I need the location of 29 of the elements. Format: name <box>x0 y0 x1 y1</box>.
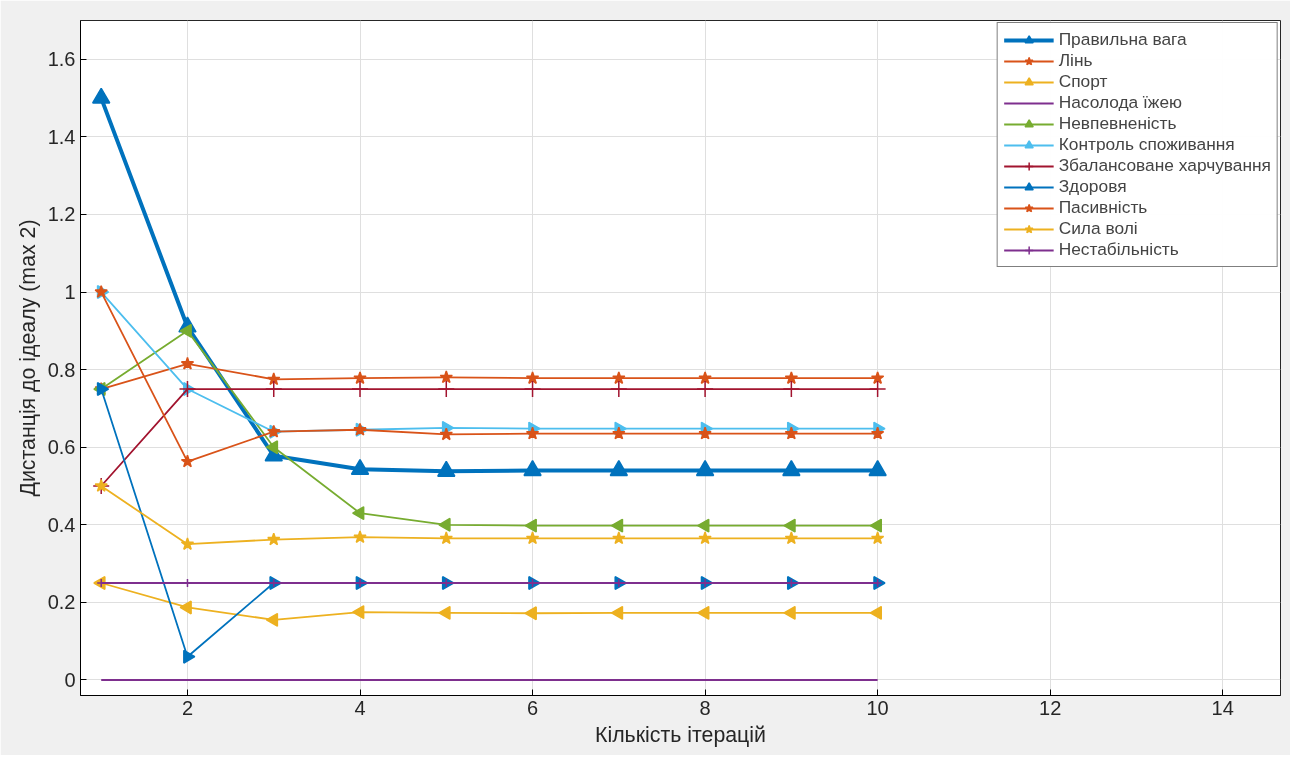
y-axis-title: Дистанція до ідеалу (max 2) <box>15 219 40 497</box>
y-tick-label: 1.4 <box>47 125 76 148</box>
x-axis-title: Кількість ітерацій <box>595 722 766 747</box>
y-tick-label: 0.8 <box>47 358 76 381</box>
legend-label: Спорт <box>1058 71 1108 92</box>
y-tick-label: 0.6 <box>47 436 76 459</box>
legend-label: Контроль споживання <box>1058 134 1235 155</box>
legend-label: Невпевненість <box>1058 113 1177 134</box>
y-tick-label: 1 <box>64 281 76 304</box>
x-tick-label: 4 <box>354 696 366 719</box>
y-tick-label: 0 <box>64 668 76 691</box>
x-tick-label: 10 <box>866 696 889 719</box>
x-tick-label: 8 <box>699 696 711 719</box>
y-tick-label: 0.4 <box>47 513 76 536</box>
legend-label: Сила волі <box>1058 218 1138 239</box>
legend-label: Насолода їжею <box>1058 92 1183 113</box>
legend-label: Здоровя <box>1058 176 1127 197</box>
y-tick-label: 1.6 <box>47 48 76 71</box>
y-tick-label: 0.2 <box>47 591 76 614</box>
y-tick-label: 1.2 <box>47 203 76 226</box>
x-tick-label: 14 <box>1211 696 1234 719</box>
legend-label: Нестабільність <box>1058 239 1179 260</box>
legend-label: Лінь <box>1058 50 1093 71</box>
legend-label: Правильна вага <box>1058 29 1187 50</box>
legend-label: Збалансоване харчування <box>1058 155 1271 176</box>
x-tick-label: 6 <box>526 696 539 719</box>
x-tick-label: 2 <box>181 696 194 719</box>
legend-label: Пасивність <box>1058 197 1148 218</box>
x-tick-label: 12 <box>1039 696 1062 719</box>
